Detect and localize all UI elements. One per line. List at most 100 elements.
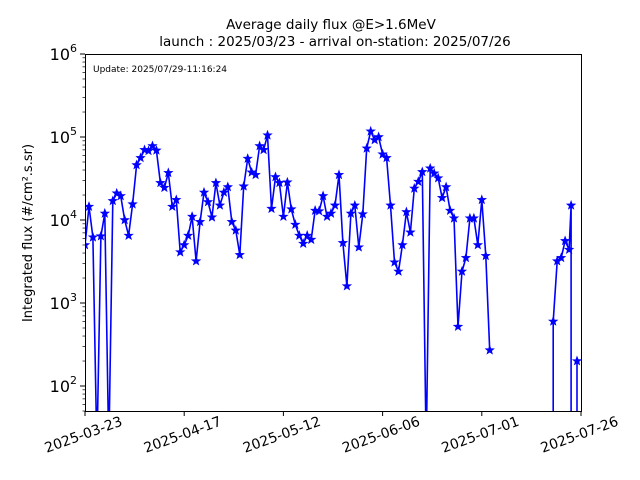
data-point bbox=[290, 219, 301, 230]
update-annotation: Update: 2025/07/29-11:16:24 bbox=[93, 65, 227, 75]
data-point bbox=[357, 208, 368, 219]
data-point bbox=[159, 182, 170, 193]
data-point bbox=[373, 131, 384, 142]
y-tick-label: 105 bbox=[50, 125, 77, 147]
data-point bbox=[270, 171, 281, 182]
data-point bbox=[238, 180, 249, 191]
data-point bbox=[230, 224, 242, 235]
data-point bbox=[456, 266, 468, 276]
data-point bbox=[381, 152, 392, 163]
data-point bbox=[329, 199, 341, 210]
data-point bbox=[214, 199, 226, 210]
plot-area bbox=[85, 125, 581, 411]
data-point bbox=[198, 186, 210, 197]
data-point bbox=[448, 212, 460, 223]
data-point bbox=[274, 177, 285, 188]
data-point bbox=[218, 186, 230, 197]
data-point bbox=[178, 239, 190, 250]
data-point bbox=[210, 177, 222, 188]
data-point bbox=[250, 169, 261, 180]
data-point bbox=[194, 216, 206, 227]
data-point bbox=[278, 211, 289, 222]
data-point bbox=[547, 315, 559, 326]
data-point bbox=[452, 321, 464, 332]
y-axis-ticks: 102 103 104 105 106 bbox=[50, 42, 85, 412]
data-point bbox=[187, 211, 198, 222]
data-point bbox=[226, 216, 237, 227]
data-point bbox=[135, 152, 146, 163]
data-point bbox=[167, 201, 178, 212]
data-point bbox=[127, 198, 138, 209]
data-point bbox=[353, 241, 365, 252]
data-point bbox=[424, 162, 436, 173]
data-point bbox=[345, 207, 357, 218]
data-point bbox=[571, 355, 581, 366]
data-point bbox=[428, 167, 440, 178]
data-point bbox=[349, 199, 360, 210]
data-point bbox=[123, 230, 134, 240]
data-point bbox=[365, 125, 376, 136]
data-point bbox=[476, 194, 488, 205]
data-point bbox=[305, 234, 317, 245]
data-point bbox=[182, 230, 194, 240]
data-point bbox=[436, 192, 448, 203]
data-point bbox=[563, 244, 575, 255]
y-tick-label: 104 bbox=[50, 208, 77, 230]
data-point bbox=[440, 181, 452, 192]
data-point bbox=[85, 239, 91, 250]
data-point bbox=[325, 207, 337, 218]
data-point bbox=[433, 172, 444, 183]
data-point bbox=[234, 249, 245, 260]
data-point bbox=[246, 166, 257, 177]
data-point bbox=[317, 190, 329, 201]
data-point bbox=[409, 182, 420, 193]
data-point bbox=[222, 181, 233, 192]
data-point bbox=[480, 250, 491, 261]
data-point bbox=[155, 177, 166, 188]
data-point bbox=[190, 255, 202, 266]
data-point bbox=[333, 169, 345, 180]
data-point bbox=[361, 142, 372, 153]
data-point bbox=[313, 205, 325, 216]
data-point bbox=[393, 266, 404, 276]
data-point bbox=[337, 237, 349, 248]
data-point bbox=[413, 176, 424, 186]
axes-frame bbox=[85, 54, 582, 412]
data-point bbox=[417, 166, 428, 177]
data-point bbox=[555, 252, 567, 263]
data-point bbox=[258, 144, 269, 155]
data-point bbox=[163, 167, 174, 178]
data-point bbox=[444, 205, 456, 215]
data-point bbox=[460, 252, 472, 263]
data-point bbox=[202, 196, 214, 207]
data-point bbox=[87, 231, 99, 242]
data-point bbox=[397, 239, 408, 250]
data-point bbox=[147, 140, 158, 151]
chart-title-line1: Average daily flux @E>1.6MeV bbox=[226, 17, 436, 33]
data-point bbox=[484, 344, 495, 355]
y-tick-label: 106 bbox=[50, 42, 77, 64]
data-point bbox=[242, 153, 253, 164]
data-point bbox=[468, 212, 480, 223]
data-point bbox=[119, 214, 130, 225]
data-point bbox=[286, 203, 297, 214]
data-point bbox=[405, 226, 416, 237]
data-point bbox=[206, 211, 218, 222]
data-point bbox=[171, 194, 182, 205]
data-point bbox=[401, 206, 412, 217]
data-point bbox=[175, 246, 186, 257]
data-point bbox=[254, 140, 265, 151]
y-tick-label: 102 bbox=[50, 374, 77, 396]
data-point bbox=[262, 129, 273, 140]
series-line-tail-0 bbox=[552, 205, 572, 411]
data-point bbox=[111, 187, 122, 198]
data-point bbox=[389, 256, 400, 267]
chart-title-line2: launch : 2025/03/23 - arrival on-station… bbox=[159, 34, 511, 50]
data-point bbox=[301, 230, 313, 240]
data-point bbox=[151, 144, 162, 155]
data-point bbox=[143, 145, 154, 156]
y-tick-label: 103 bbox=[50, 291, 77, 313]
data-point bbox=[95, 230, 106, 241]
